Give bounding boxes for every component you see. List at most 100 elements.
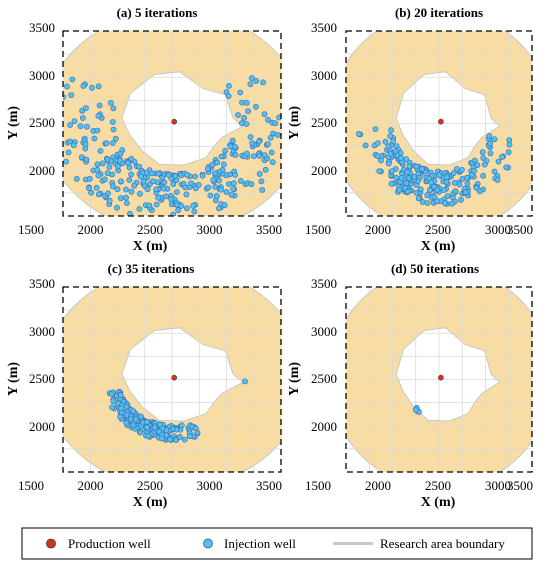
y-tick-label: 3500	[311, 276, 337, 291]
injection-well-point	[144, 186, 151, 193]
injection-well-point	[237, 89, 244, 96]
x-axis-label: X (m)	[421, 239, 456, 254]
injection-well-point	[170, 211, 177, 216]
legend-label-boundary: Research area boundary	[380, 536, 505, 551]
plot-inner	[346, 31, 532, 216]
injection-well-point	[97, 148, 104, 154]
injection-well-point	[110, 126, 117, 133]
injection-well-point	[207, 192, 214, 199]
injection-well-point	[162, 193, 169, 200]
x-tick-label: 2000	[78, 478, 104, 493]
injection-well-point	[127, 210, 133, 216]
injection-well-point	[388, 127, 394, 134]
injection-well-point	[146, 202, 153, 209]
y-tick-label: 2500	[29, 115, 55, 130]
injection-wells	[106, 378, 248, 444]
injection-well-point	[491, 136, 498, 143]
injection-well-point	[272, 120, 279, 127]
injection-well-point	[106, 197, 113, 204]
x-tick-label: 3500	[507, 478, 533, 493]
injection-well-point	[124, 200, 130, 206]
injection-well-point	[160, 185, 167, 192]
injection-well-point	[225, 181, 232, 187]
injection-well-point	[456, 181, 463, 188]
injection-well-point	[403, 180, 410, 186]
injection-well-point	[413, 163, 420, 170]
legend-box	[21, 527, 533, 560]
injection-well-point	[388, 180, 395, 187]
y-tick-label: 2000	[29, 163, 55, 178]
injection-well-point	[235, 112, 241, 118]
panel-d: (d) 50 iterations 1500 2000 2500 3000 35…	[287, 261, 533, 510]
injection-well-point	[476, 188, 483, 195]
injection-well-point	[415, 195, 422, 202]
injection-well-point	[84, 123, 90, 130]
production-well-point	[438, 118, 444, 125]
injection-well-point	[80, 83, 87, 89]
injection-well-point	[156, 428, 162, 435]
injection-well-point	[262, 166, 269, 173]
injection-well-point	[256, 138, 262, 145]
injection-well-point	[413, 189, 420, 196]
injection-well-point	[225, 83, 232, 89]
injection-well-point	[137, 173, 144, 180]
injection-well-point	[89, 84, 95, 91]
injection-well-point	[267, 134, 274, 141]
injection-well-point	[65, 149, 72, 156]
injection-well-point	[269, 159, 276, 166]
injection-well-point	[265, 116, 271, 123]
injection-well-point	[153, 201, 160, 208]
injection-well-point	[137, 413, 144, 420]
injection-well-point	[503, 164, 510, 171]
injection-well-point	[474, 162, 481, 168]
y-tick-label: 2500	[311, 115, 337, 130]
injection-well-point	[126, 177, 133, 183]
y-tick-label: 3000	[29, 68, 55, 83]
injection-well-point	[136, 163, 142, 170]
injection-well-point	[495, 158, 502, 165]
production-well-point	[171, 118, 178, 125]
injection-well-point	[237, 177, 244, 184]
legend: Production well Injection well Research …	[21, 527, 533, 560]
injection-well-point	[261, 152, 268, 158]
x-tick-label: 2500	[425, 478, 451, 493]
injection-well-point	[481, 161, 488, 168]
injection-well-point	[64, 83, 70, 90]
injection-well-point	[130, 422, 137, 429]
injection-wells	[355, 126, 513, 207]
injection-well-point	[95, 112, 102, 119]
injection-well-point	[117, 392, 124, 398]
injection-well-point	[192, 425, 199, 432]
injection-well-point	[418, 166, 425, 172]
injection-well-point	[175, 207, 181, 214]
injection-well-point	[471, 157, 478, 164]
injection-well-point	[499, 154, 505, 160]
x-tick-label: 2000	[365, 478, 391, 493]
injection-well-point	[222, 147, 229, 154]
injection-well-point	[249, 140, 256, 146]
injection-well-point	[404, 169, 411, 175]
injection-well-point	[243, 121, 250, 127]
injection-well-point	[109, 183, 116, 190]
panel-title: (c) 35 iterations	[108, 261, 195, 276]
injection-well-point	[261, 111, 268, 118]
injection-well-point	[191, 208, 198, 215]
injection-well-point	[137, 429, 144, 436]
injection-well-point	[140, 178, 147, 185]
injection-well-point	[159, 435, 165, 442]
injection-well-point	[242, 378, 248, 385]
x-tick-label: 3000	[485, 478, 511, 493]
injection-well-point	[227, 143, 234, 150]
injection-well-point	[230, 180, 237, 187]
injection-well-point	[170, 181, 177, 187]
injection-well-point	[374, 153, 381, 160]
injection-well-point	[256, 170, 263, 177]
production-well-point	[438, 374, 444, 381]
injection-well-point	[73, 175, 80, 182]
injection-well-point	[232, 152, 239, 158]
y-axis-label: Y (m)	[6, 106, 21, 140]
injection-well-point	[247, 134, 254, 140]
y-tick-label: 3000	[29, 324, 55, 339]
injection-well-point	[393, 174, 399, 181]
